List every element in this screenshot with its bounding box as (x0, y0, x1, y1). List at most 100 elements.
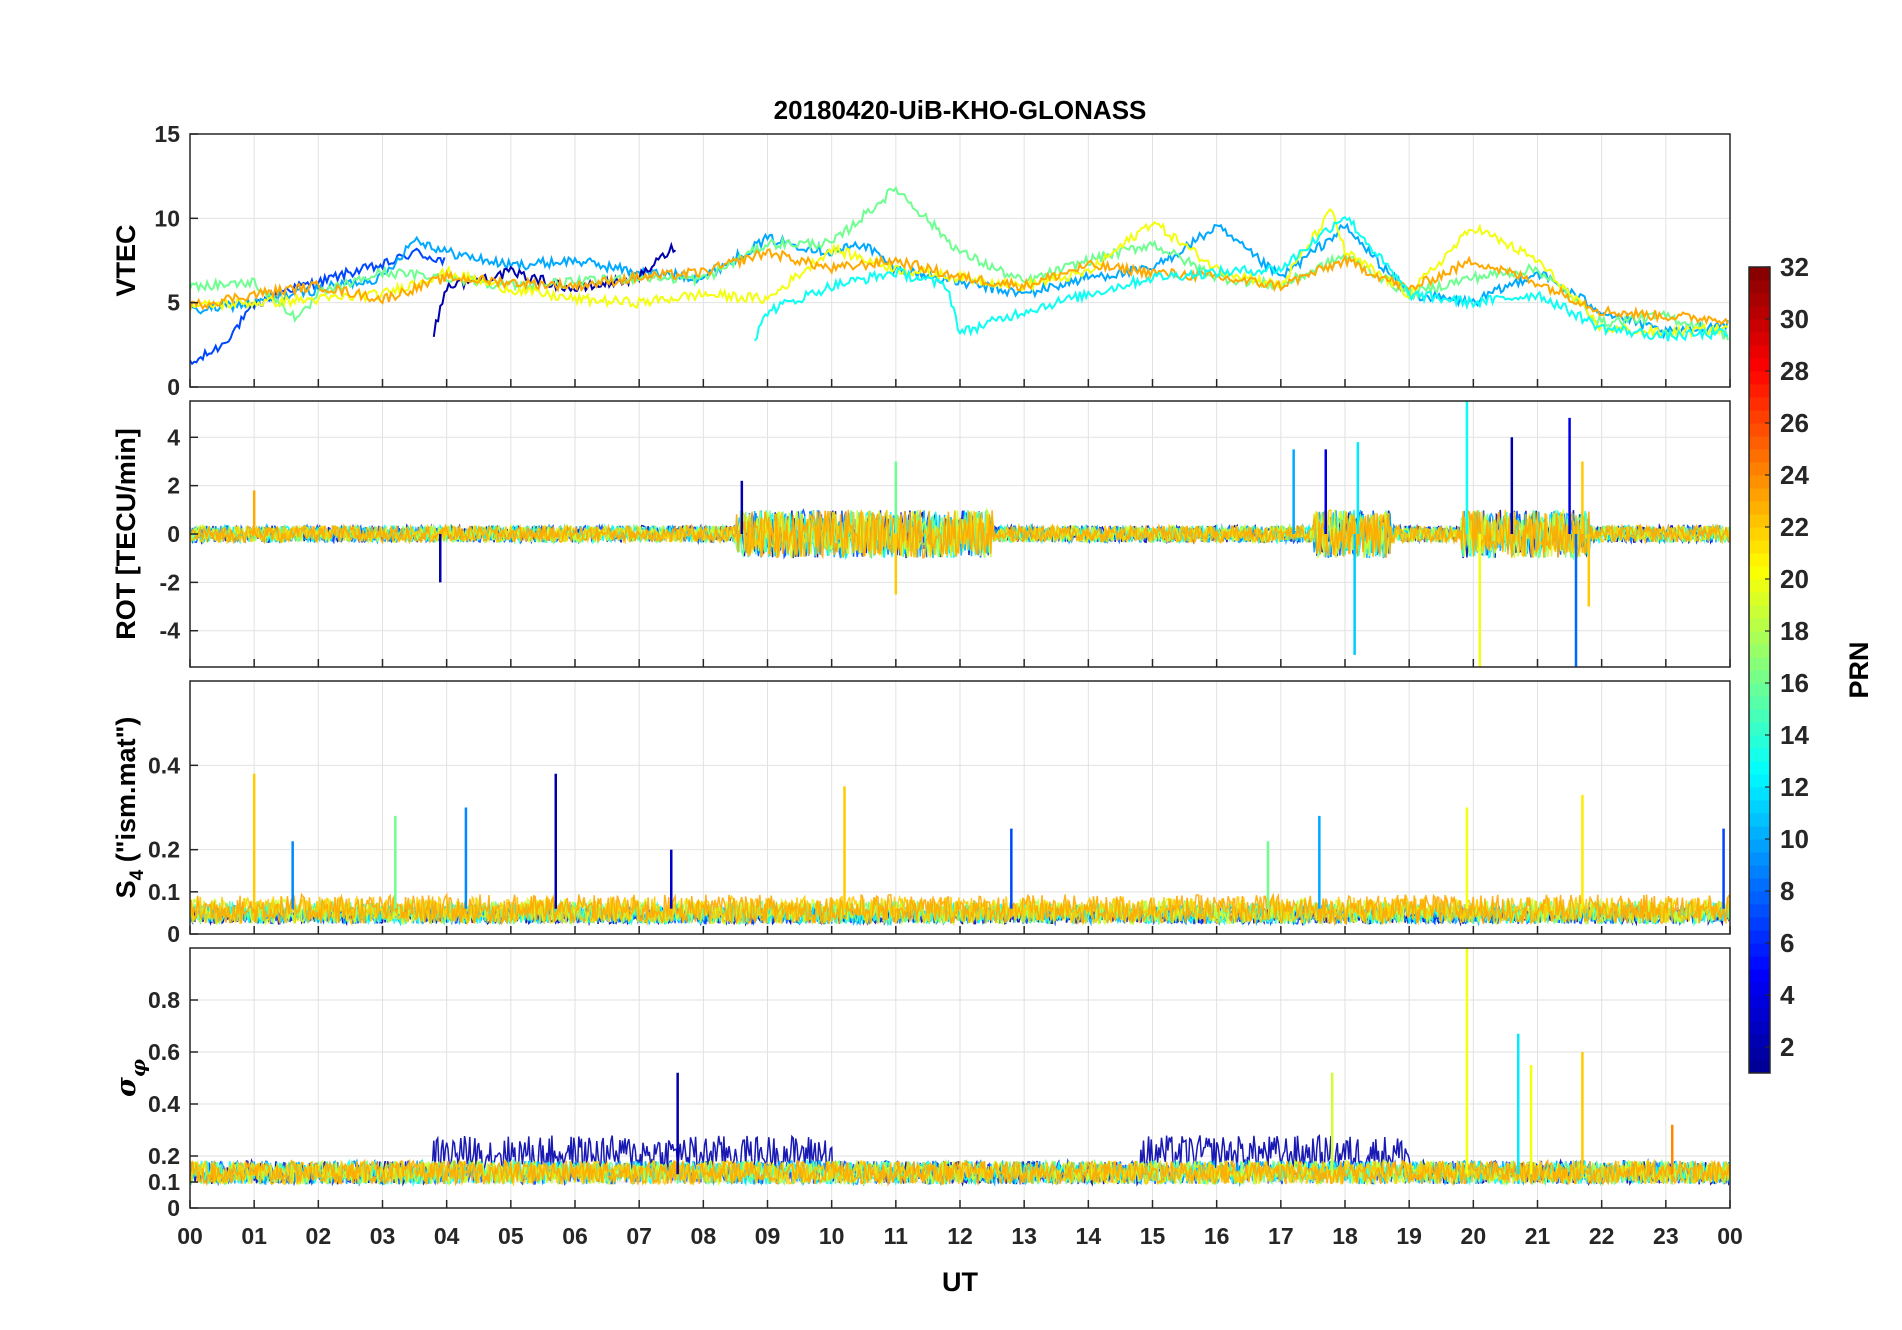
x-tick-label: 03 (370, 1223, 396, 1249)
x-tick-label: 16 (1204, 1223, 1230, 1249)
x-tick-label: 10 (819, 1223, 845, 1249)
x-tick-label: 17 (1268, 1223, 1294, 1249)
colorbar-segment (1749, 267, 1770, 281)
colorbar-segment (1749, 774, 1770, 788)
panel-vtec: 0 5 10 15 VTEC (111, 121, 1731, 400)
y-tick-label: 0.1 (148, 879, 180, 905)
colorbar-segment (1749, 1021, 1770, 1035)
colorbar-segment (1749, 1060, 1770, 1074)
colorbar-segment (1749, 371, 1770, 385)
rot-noise-prn-23 (190, 508, 1730, 560)
colorbar-box (1748, 266, 1771, 1074)
colorbar-tick-label: 10 (1780, 824, 1809, 854)
colorbar-segment (1749, 891, 1770, 905)
sigma_phi-y-label: σφ (111, 1059, 150, 1097)
colorbar-segment (1749, 709, 1770, 723)
vtec-data (190, 185, 1729, 366)
colorbar-segment (1749, 527, 1770, 541)
x-tick-label: 19 (1396, 1223, 1422, 1249)
colorbar-segment (1749, 969, 1770, 983)
y-tick-label: 0.2 (148, 1143, 180, 1169)
y-tick-label: 0 (167, 921, 180, 947)
colorbar-segment (1749, 787, 1770, 801)
vtec-series-prn-7 (190, 247, 446, 366)
colorbar-segment (1749, 631, 1770, 645)
colorbar-tick-label: 12 (1780, 772, 1809, 802)
s4-data (190, 773, 1730, 927)
colorbar-segment (1749, 917, 1770, 931)
panel-sigma_phi: 00.10.2 0.4 0.6 0.8 00 01 02 03 04 05 06 07 08 09 10 11… (111, 947, 1743, 1249)
colorbar-segment (1749, 280, 1770, 294)
y-tick-label: 4 (167, 424, 180, 450)
x-tick-label: 07 (626, 1223, 652, 1249)
colorbar-segment (1749, 722, 1770, 736)
colorbar-segment (1749, 657, 1770, 671)
colorbar-label: PRN (1844, 641, 1874, 698)
x-tick-label: 23 (1653, 1223, 1679, 1249)
colorbar-segment (1749, 410, 1770, 424)
x-tick-label: 18 (1332, 1223, 1358, 1249)
colorbar-segment (1749, 813, 1770, 827)
colorbar-tick-label: 22 (1780, 512, 1809, 542)
y-tick-label: 0 (167, 521, 180, 547)
colorbar-segment (1749, 826, 1770, 840)
x-tick-label: 21 (1525, 1223, 1551, 1249)
colorbar-segment (1749, 540, 1770, 554)
colorbar-segment (1749, 930, 1770, 944)
colorbar-segment (1749, 1034, 1770, 1048)
colorbar-segment (1749, 501, 1770, 515)
x-tick-label: 06 (562, 1223, 588, 1249)
colorbar-segment (1749, 345, 1770, 359)
colorbar-segment (1749, 1008, 1770, 1022)
y-tick-label: 0 (167, 374, 180, 400)
y-tick-label: -2 (160, 569, 180, 595)
colorbar-segment (1749, 696, 1770, 710)
colorbar-segment (1749, 566, 1770, 580)
chart-title: 20180420-UiB-KHO-GLONASS (774, 95, 1147, 125)
colorbar-tick-label: 18 (1780, 616, 1809, 646)
x-tick-label: 08 (691, 1223, 717, 1249)
colorbar-segment (1749, 735, 1770, 749)
y-tick-label: 0.1 (148, 1169, 180, 1195)
colorbar-segment (1749, 878, 1770, 892)
colorbar-tick-label: 28 (1780, 356, 1809, 386)
colorbar-segment (1749, 1047, 1770, 1061)
colorbar-segment (1749, 761, 1770, 775)
colorbar-segment (1749, 579, 1770, 593)
colorbar-segment (1749, 800, 1770, 814)
colorbar-segment (1749, 488, 1770, 502)
colorbar-segment (1749, 995, 1770, 1009)
y-tick-label: 0.6 (148, 1039, 180, 1065)
panel-rot: -4 -2 0 2 4 ROT [TECU/min] (111, 400, 1731, 668)
y-tick-label: 0.2 (148, 837, 180, 863)
y-tick-label: 0 (167, 1195, 180, 1221)
x-tick-label: 01 (241, 1223, 267, 1249)
colorbar-segment (1749, 306, 1770, 320)
x-tick-label: 05 (498, 1223, 524, 1249)
colorbar-tick-label: 2 (1780, 1032, 1794, 1062)
colorbar-segment (1749, 683, 1770, 697)
colorbar-segment (1749, 397, 1770, 411)
y-tick-label: 0.4 (148, 1091, 180, 1117)
colorbar-segment (1749, 943, 1770, 957)
colorbar-tick-label: 6 (1780, 928, 1794, 958)
y-tick-label: 0.4 (148, 752, 180, 778)
colorbar-segment (1749, 332, 1770, 346)
colorbar-segment (1749, 462, 1770, 476)
x-tick-label: 02 (306, 1223, 332, 1249)
colorbar-tick-label: 24 (1780, 460, 1809, 490)
x-tick-label: 04 (434, 1223, 460, 1249)
x-tick-label: 11 (884, 1223, 909, 1249)
colorbar-segment (1749, 865, 1770, 879)
x-tick-label: 15 (1140, 1223, 1166, 1249)
y-tick-label: 0.8 (148, 987, 180, 1013)
colorbar-tick-label: 30 (1780, 304, 1809, 334)
y-tick-label: 2 (167, 473, 180, 499)
panel-s4: 0 0.1 0.2 0.4S4 ("ism.mat") (111, 680, 1731, 947)
colorbar-segment (1749, 592, 1770, 606)
colorbar-segment (1749, 319, 1770, 333)
colorbar-tick-label: 26 (1780, 408, 1809, 438)
x-tick-label: 00 (1717, 1223, 1743, 1249)
colorbar-segment (1749, 605, 1770, 619)
